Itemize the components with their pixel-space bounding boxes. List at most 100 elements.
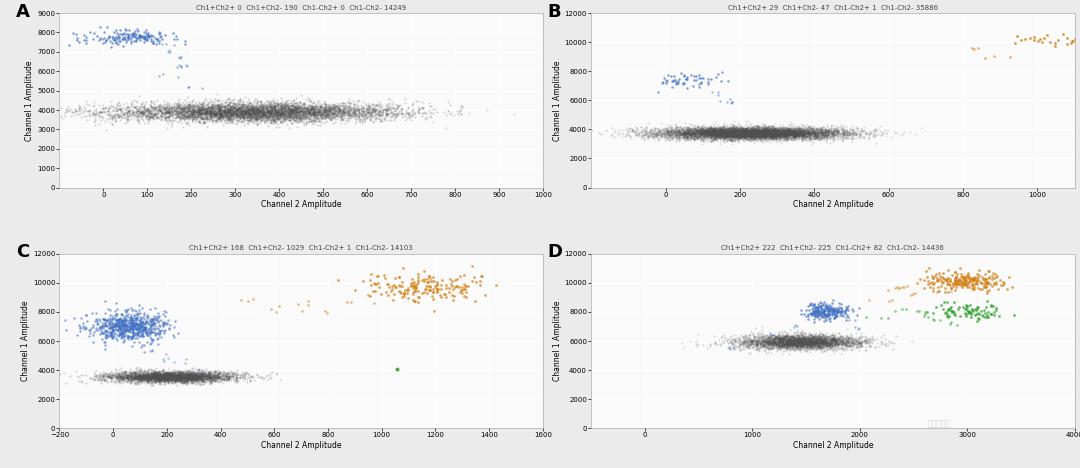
Point — [732, 127, 750, 135]
Point — [164, 373, 181, 380]
Point — [583, 126, 600, 133]
Point — [833, 337, 850, 345]
Point — [170, 105, 187, 112]
Point — [287, 105, 305, 113]
Point — [104, 113, 121, 120]
Point — [125, 370, 143, 377]
Point — [785, 127, 802, 134]
Point — [121, 323, 138, 331]
Point — [687, 131, 704, 138]
Point — [381, 101, 399, 109]
Point — [273, 106, 291, 114]
Point — [166, 317, 184, 325]
Point — [795, 343, 812, 350]
Point — [202, 112, 219, 119]
Point — [178, 62, 195, 70]
Point — [246, 104, 264, 112]
Point — [822, 336, 839, 344]
Point — [162, 374, 179, 382]
Point — [708, 132, 726, 139]
Point — [171, 378, 188, 386]
Point — [726, 127, 743, 135]
Point — [834, 124, 851, 131]
Point — [239, 115, 256, 122]
Point — [737, 340, 754, 348]
Point — [198, 107, 215, 115]
Point — [171, 373, 188, 380]
Point — [303, 106, 321, 113]
Point — [678, 130, 696, 137]
Point — [969, 303, 986, 310]
Point — [692, 129, 710, 136]
Point — [179, 106, 197, 114]
Point — [187, 370, 204, 378]
Point — [748, 342, 766, 350]
Point — [717, 129, 734, 137]
Point — [825, 307, 842, 314]
Point — [256, 102, 273, 109]
Point — [706, 131, 724, 138]
Point — [153, 371, 171, 379]
Point — [289, 112, 307, 120]
Point — [294, 102, 311, 110]
Point — [814, 340, 832, 347]
Point — [792, 128, 809, 136]
Point — [747, 127, 765, 134]
Point — [801, 131, 819, 138]
Point — [154, 374, 172, 381]
Point — [788, 132, 806, 139]
Point — [335, 100, 352, 107]
Point — [130, 309, 147, 316]
Point — [122, 325, 139, 332]
Point — [780, 130, 797, 137]
Point — [683, 127, 700, 134]
Point — [819, 335, 836, 342]
Point — [185, 114, 202, 121]
Point — [792, 130, 809, 138]
Point — [701, 130, 718, 138]
Point — [374, 108, 391, 115]
Point — [212, 105, 229, 113]
Point — [799, 128, 816, 135]
Point — [684, 133, 701, 140]
Point — [801, 135, 819, 142]
Point — [306, 113, 323, 121]
Point — [302, 106, 320, 114]
Point — [171, 370, 188, 378]
Point — [274, 106, 292, 113]
Point — [135, 326, 152, 333]
Point — [751, 337, 768, 344]
Point — [745, 139, 762, 146]
Point — [205, 103, 222, 111]
Point — [336, 108, 353, 115]
Point — [222, 103, 240, 111]
Point — [216, 108, 233, 116]
Point — [723, 127, 740, 134]
Point — [73, 105, 91, 112]
Point — [712, 133, 729, 140]
Point — [727, 130, 744, 138]
Point — [186, 113, 203, 120]
Point — [164, 106, 181, 113]
Point — [280, 111, 297, 119]
Point — [305, 106, 322, 114]
Point — [824, 337, 841, 344]
Point — [746, 126, 764, 133]
Point — [827, 338, 845, 346]
Point — [793, 339, 810, 347]
Point — [100, 321, 118, 329]
Point — [103, 316, 120, 323]
Point — [834, 130, 851, 137]
Point — [183, 375, 200, 382]
Point — [161, 376, 178, 384]
Point — [246, 110, 264, 118]
Point — [372, 107, 389, 114]
Point — [708, 127, 726, 134]
Point — [796, 128, 813, 136]
Point — [178, 100, 195, 108]
Point — [68, 34, 85, 41]
Point — [297, 112, 314, 119]
Point — [836, 337, 853, 344]
Point — [162, 111, 179, 119]
Point — [150, 373, 167, 380]
